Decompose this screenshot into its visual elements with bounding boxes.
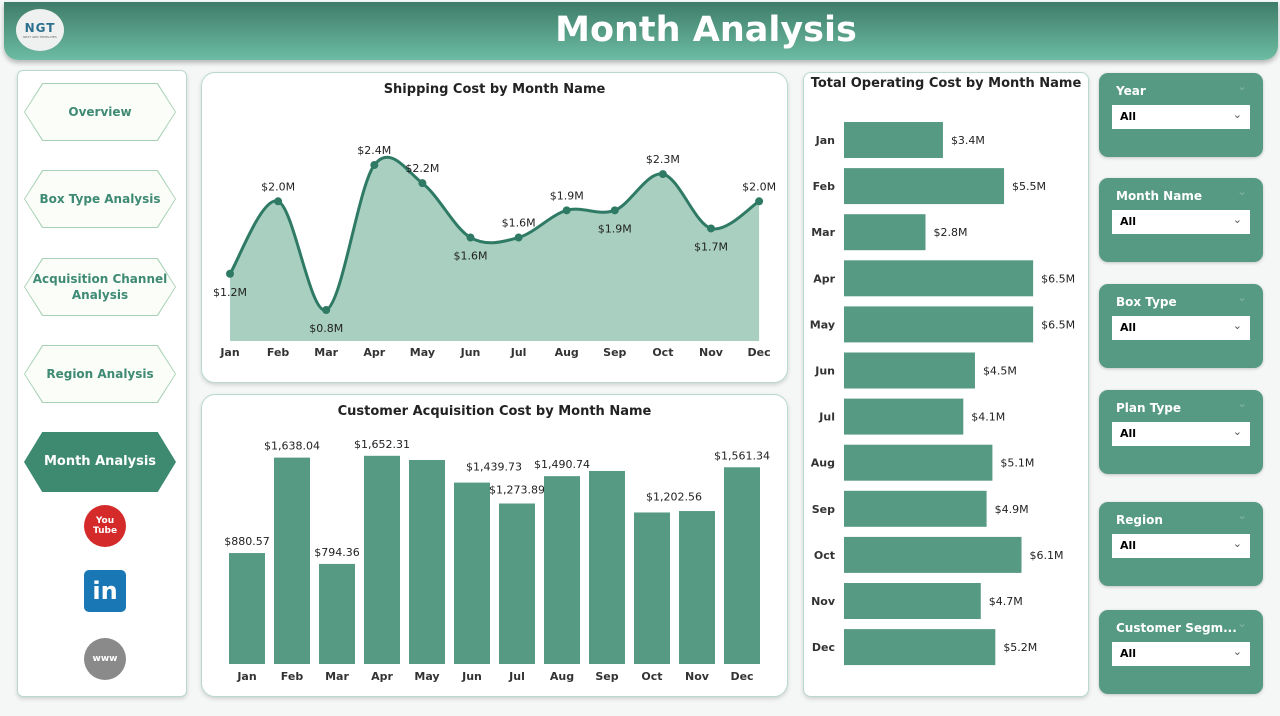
chevron-down-icon: ⌄ bbox=[1232, 425, 1242, 438]
globe-icon[interactable]: www bbox=[84, 638, 126, 680]
chevron-down-icon[interactable]: ⌄ bbox=[1236, 616, 1247, 630]
chevron-down-icon: ⌄ bbox=[1232, 645, 1242, 658]
nav-overview[interactable]: Overview bbox=[24, 83, 176, 141]
slicer-dropdown[interactable]: All ⌄ bbox=[1112, 210, 1250, 234]
linkedin-label: in bbox=[92, 577, 118, 605]
nav-month-analysis[interactable]: Month Analysis bbox=[24, 432, 176, 492]
sidebar-nav: Overview Box Type Analysis Acquisition C… bbox=[17, 70, 187, 697]
nav-label: Acquisition Channel Analysis bbox=[25, 259, 175, 315]
chevron-down-icon: ⌄ bbox=[1232, 319, 1242, 332]
slicer-label: Customer Segm... bbox=[1116, 621, 1237, 635]
chevron-down-icon: ⌄ bbox=[1232, 213, 1242, 226]
slicer-month-name: Month Name ⌄ All ⌄ bbox=[1099, 178, 1263, 262]
chevron-down-icon[interactable]: ⌄ bbox=[1236, 184, 1247, 198]
logo: NGT NEXT GEN TEMPLATES bbox=[16, 9, 64, 51]
slicer-customer-segm-: Customer Segm... ⌄ All ⌄ bbox=[1099, 610, 1263, 694]
chevron-down-icon[interactable]: ⌄ bbox=[1236, 290, 1247, 304]
slicer-value: All bbox=[1120, 427, 1137, 440]
slicer-label: Plan Type bbox=[1116, 401, 1182, 415]
chevron-down-icon: ⌄ bbox=[1232, 537, 1242, 550]
slicer-label: Year bbox=[1116, 84, 1146, 98]
chart-title: Total Operating Cost by Month Name bbox=[810, 76, 1082, 91]
slicer-year: Year ⌄ All ⌄ bbox=[1099, 73, 1263, 157]
youtube-label: You Tube bbox=[92, 516, 118, 536]
slicer-dropdown[interactable]: All ⌄ bbox=[1112, 422, 1250, 446]
page-title: Month Analysis bbox=[555, 10, 857, 50]
chevron-down-icon: ⌄ bbox=[1232, 108, 1242, 121]
nav-label: Month Analysis bbox=[25, 433, 175, 491]
header: NGT NEXT GEN TEMPLATES Month Analysis bbox=[4, 2, 1278, 60]
slicer-region: Region ⌄ All ⌄ bbox=[1099, 502, 1263, 586]
slicer-label: Month Name bbox=[1116, 189, 1202, 203]
slicer-label: Region bbox=[1116, 513, 1163, 527]
nav-acquisition-channel-analysis[interactable]: Acquisition Channel Analysis bbox=[24, 258, 176, 316]
chevron-down-icon[interactable]: ⌄ bbox=[1236, 79, 1247, 93]
nav-box-type-analysis[interactable]: Box Type Analysis bbox=[24, 170, 176, 228]
slicer-plan-type: Plan Type ⌄ All ⌄ bbox=[1099, 390, 1263, 474]
chevron-down-icon[interactable]: ⌄ bbox=[1236, 396, 1247, 410]
slicer-value: All bbox=[1120, 539, 1137, 552]
slicer-label: Box Type bbox=[1116, 295, 1177, 309]
globe-label: www bbox=[92, 654, 118, 664]
chart-title: Shipping Cost by Month Name bbox=[383, 82, 606, 97]
slicer-value: All bbox=[1120, 110, 1137, 123]
chart-title: Customer Acquisition Cost by Month Name bbox=[337, 404, 652, 419]
nav-region-analysis[interactable]: Region Analysis bbox=[24, 345, 176, 403]
slicer-dropdown[interactable]: All ⌄ bbox=[1112, 105, 1250, 129]
chevron-down-icon[interactable]: ⌄ bbox=[1236, 508, 1247, 522]
slicer-dropdown[interactable]: All ⌄ bbox=[1112, 642, 1250, 666]
youtube-icon[interactable]: You Tube bbox=[84, 505, 126, 547]
slicer-value: All bbox=[1120, 215, 1137, 228]
slicer-value: All bbox=[1120, 321, 1137, 334]
linkedin-icon[interactable]: in bbox=[84, 570, 126, 612]
slicer-dropdown[interactable]: All ⌄ bbox=[1112, 316, 1250, 340]
nav-label: Region Analysis bbox=[25, 346, 175, 402]
operating-cost-card: Total Operating Cost by Month Name bbox=[803, 72, 1089, 697]
nav-label: Box Type Analysis bbox=[25, 171, 175, 227]
slicer-dropdown[interactable]: All ⌄ bbox=[1112, 534, 1250, 558]
nav-label: Overview bbox=[25, 84, 175, 140]
slicer-box-type: Box Type ⌄ All ⌄ bbox=[1099, 284, 1263, 368]
slicer-value: All bbox=[1120, 647, 1137, 660]
shipping-cost-card: Shipping Cost by Month Name bbox=[201, 72, 788, 383]
acquisition-cost-card: Customer Acquisition Cost by Month Name bbox=[201, 394, 788, 697]
